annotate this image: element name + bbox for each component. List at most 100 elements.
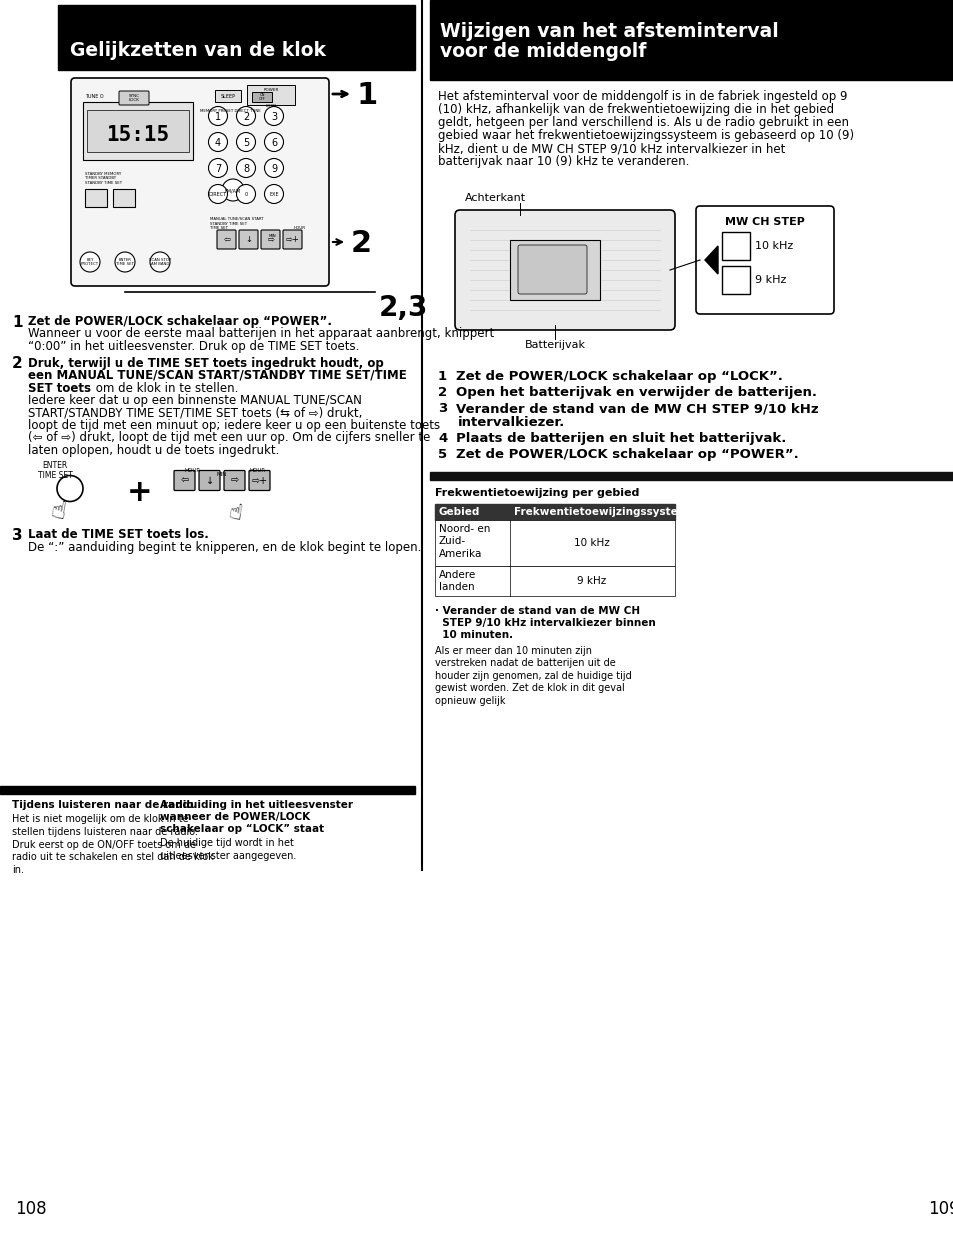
- Text: ⇨+: ⇨+: [252, 476, 268, 486]
- Text: Het is niet mogelijk om de klok in te
stellen tijdens luisteren naar de radio.
D: Het is niet mogelijk om de klok in te st…: [12, 814, 213, 875]
- Text: om de klok in te stellen.: om de klok in te stellen.: [91, 381, 238, 395]
- Text: MIN: MIN: [216, 472, 227, 477]
- Text: 1: 1: [356, 81, 377, 111]
- FancyBboxPatch shape: [283, 231, 302, 249]
- Text: Frekwentietoewijzing per gebied: Frekwentietoewijzing per gebied: [435, 488, 639, 498]
- FancyBboxPatch shape: [455, 210, 675, 330]
- Text: 5: 5: [437, 448, 447, 461]
- Bar: [112, 189, 135, 207]
- Text: Wanneer u voor de eerste maal batterijen in het apparaat aanbrengt, knippert: Wanneer u voor de eerste maal batterijen…: [28, 328, 494, 340]
- Text: Plaats de batterijen en sluit het batterijvak.: Plaats de batterijen en sluit het batter…: [456, 432, 785, 445]
- Text: Verander de stand van de MW CH STEP 9/10 kHz: Verander de stand van de MW CH STEP 9/10…: [456, 402, 818, 416]
- Bar: [435, 504, 675, 520]
- Text: Zet de POWER/LOCK schakelaar op “LOCK”.: Zet de POWER/LOCK schakelaar op “LOCK”.: [456, 370, 782, 383]
- Text: schakelaar op “LOCK” staat: schakelaar op “LOCK” staat: [160, 824, 324, 834]
- Text: intervalkiezer.: intervalkiezer.: [457, 416, 565, 429]
- Text: 9 kHz: 9 kHz: [754, 275, 785, 285]
- Text: TUNE O: TUNE O: [85, 94, 104, 99]
- Text: 5: 5: [243, 138, 249, 148]
- Text: 8: 8: [243, 164, 249, 174]
- Text: ENTER
TIME SET: ENTER TIME SET: [116, 258, 133, 266]
- Text: SET toets: SET toets: [28, 381, 91, 395]
- Text: STEP 9/10 kHz intervalkiezer binnen: STEP 9/10 kHz intervalkiezer binnen: [435, 618, 655, 628]
- Bar: [435, 520, 675, 566]
- Text: Zet de POWER/LOCK schakelaar op “POWER”.: Zet de POWER/LOCK schakelaar op “POWER”.: [28, 314, 332, 328]
- Text: ⇨+: ⇨+: [286, 236, 299, 244]
- Bar: [58, 5, 415, 70]
- Bar: [430, 472, 953, 480]
- Text: kHz, dient u de MW CH STEP 9/10 kHz intervalkiezer in het: kHz, dient u de MW CH STEP 9/10 kHz inte…: [437, 142, 784, 155]
- Text: 1: 1: [437, 370, 447, 383]
- Text: 4: 4: [214, 138, 221, 148]
- Text: 6: 6: [271, 138, 276, 148]
- Text: De huidige tijd wordt in het
uitleesvenster aangegeven.: De huidige tijd wordt in het uitleesvens…: [160, 838, 296, 861]
- Text: 3: 3: [271, 112, 276, 122]
- Text: +: +: [127, 478, 152, 507]
- Text: 2: 2: [12, 356, 23, 371]
- Text: wanneer de POWER/LOCK: wanneer de POWER/LOCK: [160, 813, 310, 822]
- Circle shape: [209, 132, 227, 152]
- Text: (10) kHz, afhankelijk van de frekwentietoewijzing die in het gebied: (10) kHz, afhankelijk van de frekwentiet…: [437, 104, 833, 116]
- Text: MIN: MIN: [268, 234, 275, 238]
- Text: 15:15: 15:15: [107, 125, 170, 145]
- Text: 10 kHz: 10 kHz: [574, 538, 609, 547]
- Text: Open het batterijvak en verwijder de batterijen.: Open het batterijvak en verwijder de bat…: [456, 386, 816, 399]
- Text: MW CH STEP: MW CH STEP: [724, 217, 804, 227]
- FancyBboxPatch shape: [696, 206, 833, 314]
- Text: Als er meer dan 10 minuten zijn
verstreken nadat de batterijen uit de
houder zij: Als er meer dan 10 minuten zijn verstrek…: [435, 646, 631, 705]
- Text: 3: 3: [437, 402, 447, 416]
- Circle shape: [57, 476, 83, 502]
- Text: SCAN STOP
AM BAND: SCAN STOP AM BAND: [149, 258, 171, 266]
- Bar: [430, 0, 953, 80]
- Text: START/STANDBY TIME SET/TIME SET toets (⇆ of ⇨) drukt,: START/STANDBY TIME SET/TIME SET toets (⇆…: [28, 407, 362, 419]
- Bar: [247, 85, 294, 105]
- Circle shape: [115, 252, 135, 272]
- FancyBboxPatch shape: [119, 91, 149, 105]
- Text: Aanduiding in het uitleesvenster: Aanduiding in het uitleesvenster: [160, 800, 353, 810]
- Text: HOUR: HOUR: [294, 226, 306, 231]
- Circle shape: [80, 252, 100, 272]
- Text: ↓: ↓: [245, 236, 253, 244]
- Text: HOUR: HOUR: [250, 469, 266, 473]
- Text: SLEEP: SLEEP: [220, 94, 235, 99]
- Circle shape: [264, 106, 283, 126]
- Bar: [85, 189, 107, 207]
- Text: Laat de TIME SET toets los.: Laat de TIME SET toets los.: [28, 529, 209, 541]
- Text: ⇨: ⇨: [231, 476, 239, 486]
- Text: MANUAL TUNE/SCAN START
STANDBY TIME SET
TIME SET: MANUAL TUNE/SCAN START STANDBY TIME SET …: [210, 217, 263, 231]
- Text: Druk, terwijl u de TIME SET toets ingedrukt houdt, op: Druk, terwijl u de TIME SET toets ingedr…: [28, 356, 383, 370]
- Circle shape: [209, 185, 227, 203]
- Text: ON
OFF: ON OFF: [258, 92, 265, 101]
- Text: 3: 3: [12, 529, 23, 544]
- Text: 1: 1: [12, 314, 23, 330]
- Text: ⇨: ⇨: [267, 236, 274, 244]
- FancyBboxPatch shape: [261, 231, 280, 249]
- Circle shape: [150, 252, 170, 272]
- FancyBboxPatch shape: [249, 471, 270, 491]
- Text: Het afsteminterval voor de middengolf is in de fabriek ingesteld op 9: Het afsteminterval voor de middengolf is…: [437, 90, 846, 104]
- Text: MEMORY PRESET DIRECT TUNE: MEMORY PRESET DIRECT TUNE: [199, 109, 260, 113]
- Text: ⇦: ⇦: [223, 236, 231, 244]
- Circle shape: [264, 185, 283, 203]
- Text: LOCK: LOCK: [265, 104, 276, 109]
- Circle shape: [209, 106, 227, 126]
- Circle shape: [236, 159, 255, 178]
- Text: Gebied: Gebied: [438, 507, 480, 517]
- Text: KEY
PROTECT: KEY PROTECT: [81, 258, 99, 266]
- Text: ⇦: ⇦: [181, 476, 189, 486]
- Text: 9 kHz: 9 kHz: [577, 576, 606, 586]
- Text: loopt de tijd met een minuut op; iedere keer u op een buitenste toets: loopt de tijd met een minuut op; iedere …: [28, 419, 439, 432]
- Text: 7: 7: [214, 164, 221, 174]
- Text: Andere
landen: Andere landen: [438, 570, 476, 592]
- Circle shape: [236, 106, 255, 126]
- Text: Tijdens luisteren naar de radio: Tijdens luisteren naar de radio: [12, 800, 193, 810]
- Text: 10 kHz: 10 kHz: [754, 240, 792, 252]
- Circle shape: [264, 159, 283, 178]
- Text: HOUR: HOUR: [185, 469, 201, 473]
- Text: · Verander de stand van de MW CH: · Verander de stand van de MW CH: [435, 605, 639, 616]
- Text: 2: 2: [243, 112, 249, 122]
- Polygon shape: [704, 247, 718, 274]
- Text: ↓: ↓: [206, 476, 213, 486]
- Text: STANDBY MEMORY
TIMER STANDBY
STANDBY TIME SET: STANDBY MEMORY TIMER STANDBY STANDBY TIM…: [85, 171, 122, 185]
- Text: FM/AM: FM/AM: [225, 189, 241, 194]
